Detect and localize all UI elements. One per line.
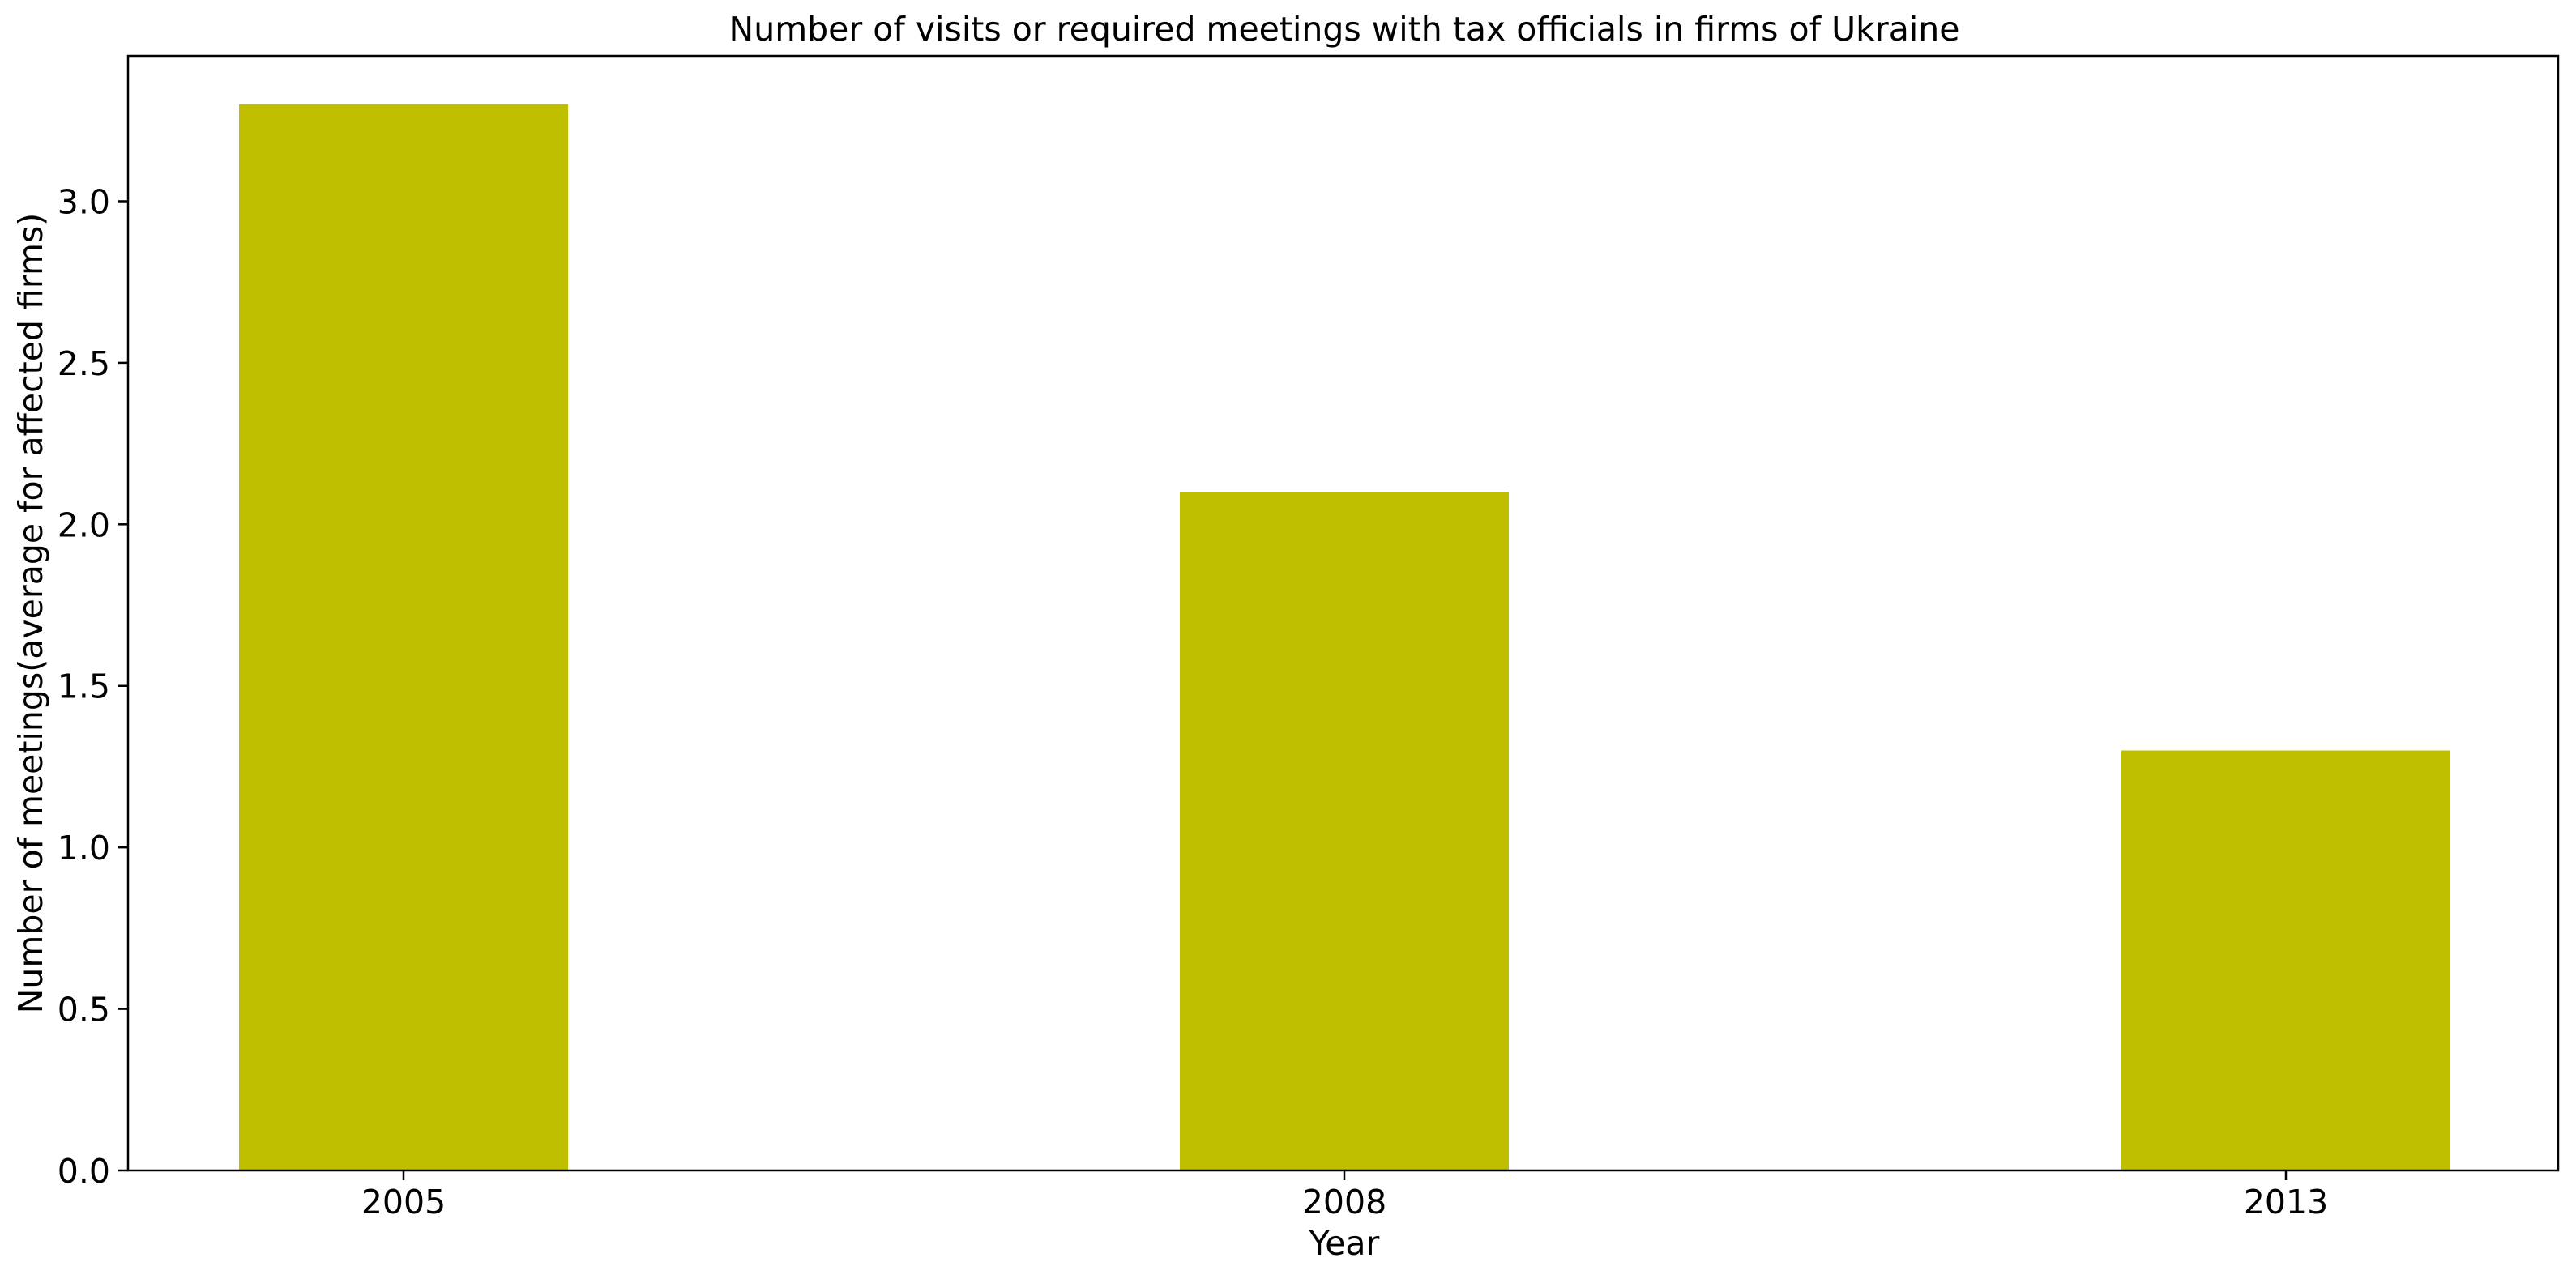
y-tick-label: 0.5 bbox=[58, 991, 110, 1030]
y-tick-label: 1.0 bbox=[58, 829, 110, 868]
bar-2008 bbox=[1180, 492, 1509, 1170]
y-tick-label: 0.0 bbox=[58, 1152, 110, 1191]
bar-2005 bbox=[239, 104, 568, 1171]
bar-2013 bbox=[2121, 750, 2450, 1170]
y-tick-label: 3.0 bbox=[58, 182, 110, 221]
bars-group bbox=[239, 104, 2450, 1171]
x-axis-ticks: 2005 2008 2013 bbox=[361, 1170, 2328, 1221]
chart-title: Number of visits or required meetings wi… bbox=[729, 10, 1960, 49]
y-axis-label: Number of meetings(average for affected … bbox=[11, 213, 50, 1014]
y-tick-label: 2.0 bbox=[58, 505, 110, 544]
y-tick-label: 1.5 bbox=[58, 667, 110, 706]
x-tick-label: 2013 bbox=[2244, 1183, 2328, 1221]
x-axis-label: Year bbox=[1309, 1224, 1380, 1263]
y-tick-label: 2.5 bbox=[58, 344, 110, 383]
y-axis-ticks: 0.0 0.5 1.0 1.5 2.0 2.5 3.0 bbox=[58, 182, 128, 1191]
plot-frame bbox=[126, 54, 2560, 1172]
x-tick-label: 2005 bbox=[361, 1183, 446, 1221]
x-tick-label: 2008 bbox=[1302, 1183, 1386, 1221]
